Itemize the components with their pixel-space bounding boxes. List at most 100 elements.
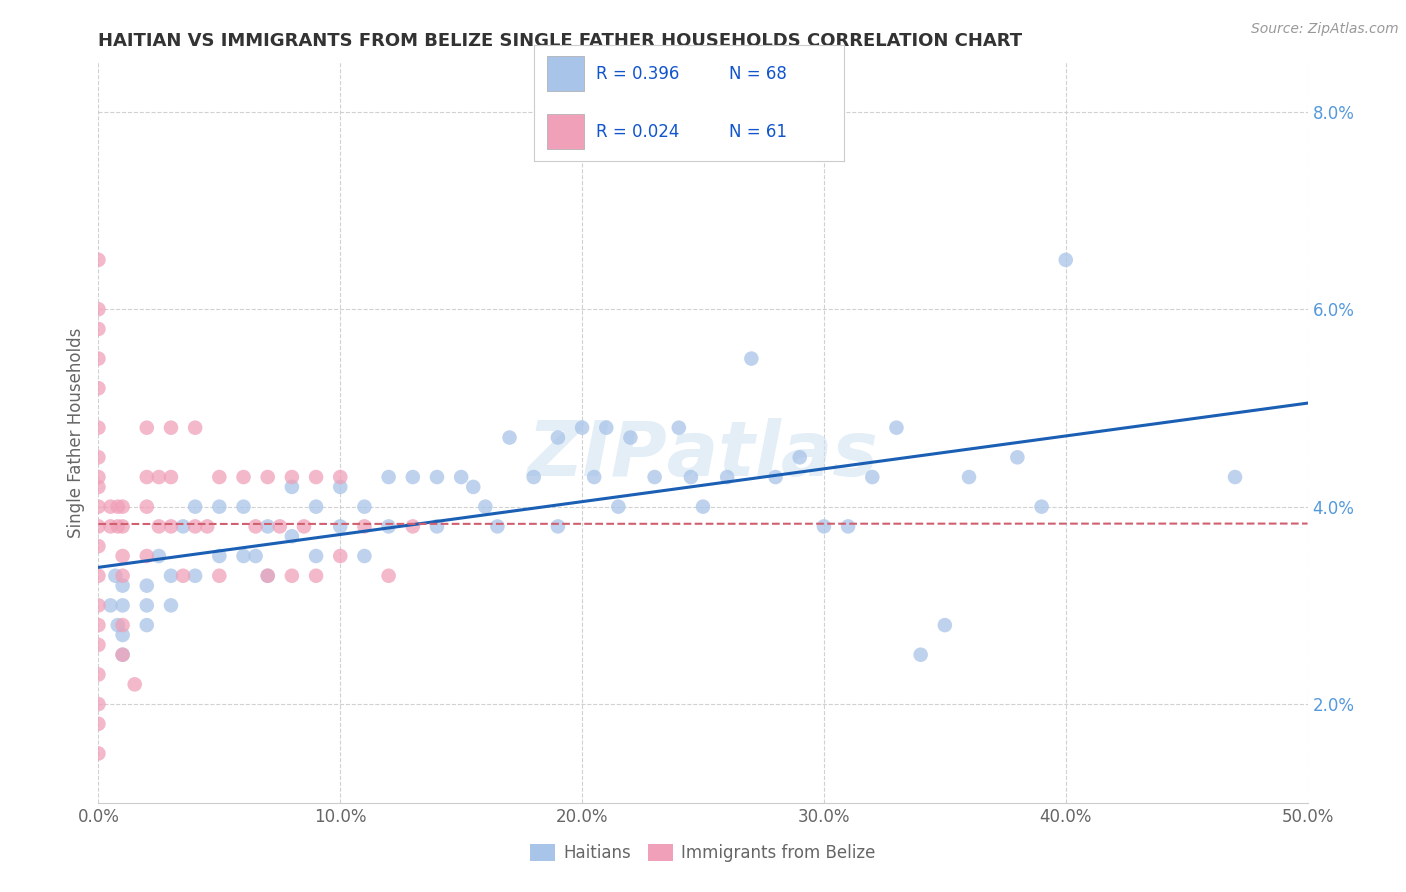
Point [583, 470, 606, 484]
Point [184, 420, 207, 434]
Point [886, 420, 908, 434]
Point [245, 519, 267, 533]
Point [111, 618, 134, 632]
Point [107, 618, 129, 632]
Point [426, 470, 449, 484]
Point [111, 599, 134, 613]
Point [135, 579, 157, 593]
Point [450, 470, 472, 484]
Point [107, 519, 129, 533]
Point [100, 599, 122, 613]
Point [87, 351, 110, 366]
Point [87, 539, 110, 553]
Point [305, 470, 328, 484]
Point [87, 716, 110, 731]
Point [329, 519, 352, 533]
Point [232, 470, 254, 484]
Point [172, 519, 194, 533]
Point [281, 568, 304, 582]
Point [402, 519, 425, 533]
Legend: Haitians, Immigrants from Belize: Haitians, Immigrants from Belize [523, 837, 883, 869]
Point [104, 568, 127, 582]
Point [1223, 470, 1246, 484]
Point [281, 529, 304, 543]
Point [1054, 252, 1077, 267]
Point [87, 568, 110, 582]
Point [644, 470, 666, 484]
Point [135, 500, 157, 514]
Point [329, 480, 352, 494]
Point [256, 568, 278, 582]
Text: N = 61: N = 61 [730, 122, 787, 141]
Point [607, 500, 630, 514]
Point [160, 519, 183, 533]
Point [87, 747, 110, 761]
Point [87, 638, 110, 652]
Point [402, 470, 425, 484]
Point [281, 470, 304, 484]
Point [619, 431, 641, 445]
Point [87, 302, 110, 317]
Point [208, 470, 231, 484]
Text: ZIP​atlas: ZIP​atlas [527, 417, 879, 491]
Point [292, 519, 315, 533]
Point [377, 470, 399, 484]
Point [256, 568, 278, 582]
Point [232, 500, 254, 514]
Point [692, 500, 714, 514]
Point [87, 697, 110, 711]
Point [716, 470, 738, 484]
Point [111, 519, 134, 533]
Point [87, 480, 110, 494]
Point [353, 549, 375, 563]
Point [87, 599, 110, 613]
Point [281, 480, 304, 494]
Point [111, 579, 134, 593]
Point [269, 519, 291, 533]
Point [87, 322, 110, 336]
Point [195, 519, 218, 533]
Point [160, 470, 183, 484]
Point [305, 500, 328, 514]
Point [135, 599, 157, 613]
Point [668, 420, 690, 434]
Point [1031, 500, 1053, 514]
Point [87, 519, 110, 533]
Point [184, 568, 207, 582]
Point [160, 420, 183, 434]
Point [87, 420, 110, 434]
Point [547, 519, 569, 533]
Point [305, 568, 328, 582]
Point [305, 549, 328, 563]
Point [463, 480, 485, 494]
Point [100, 500, 122, 514]
Point [208, 500, 231, 514]
Point [813, 519, 835, 533]
Point [353, 500, 375, 514]
Point [329, 549, 352, 563]
Point [765, 470, 787, 484]
Point [87, 470, 110, 484]
Point [160, 568, 183, 582]
Text: N = 68: N = 68 [730, 64, 787, 83]
Point [486, 519, 509, 533]
Point [934, 618, 956, 632]
Text: HAITIAN VS IMMIGRANTS FROM BELIZE SINGLE FATHER HOUSEHOLDS CORRELATION CHART: HAITIAN VS IMMIGRANTS FROM BELIZE SINGLE… [98, 32, 1022, 50]
Point [232, 549, 254, 563]
Point [740, 351, 762, 366]
Point [148, 549, 170, 563]
Point [124, 677, 146, 691]
Point [256, 470, 278, 484]
Point [135, 549, 157, 563]
Point [87, 450, 110, 465]
Point [571, 420, 593, 434]
Point [87, 381, 110, 395]
Point [184, 500, 207, 514]
Point [377, 568, 399, 582]
Point [595, 420, 617, 434]
Point [160, 599, 183, 613]
Point [498, 431, 520, 445]
Point [837, 519, 859, 533]
Point [111, 628, 134, 642]
Bar [547, 114, 583, 149]
